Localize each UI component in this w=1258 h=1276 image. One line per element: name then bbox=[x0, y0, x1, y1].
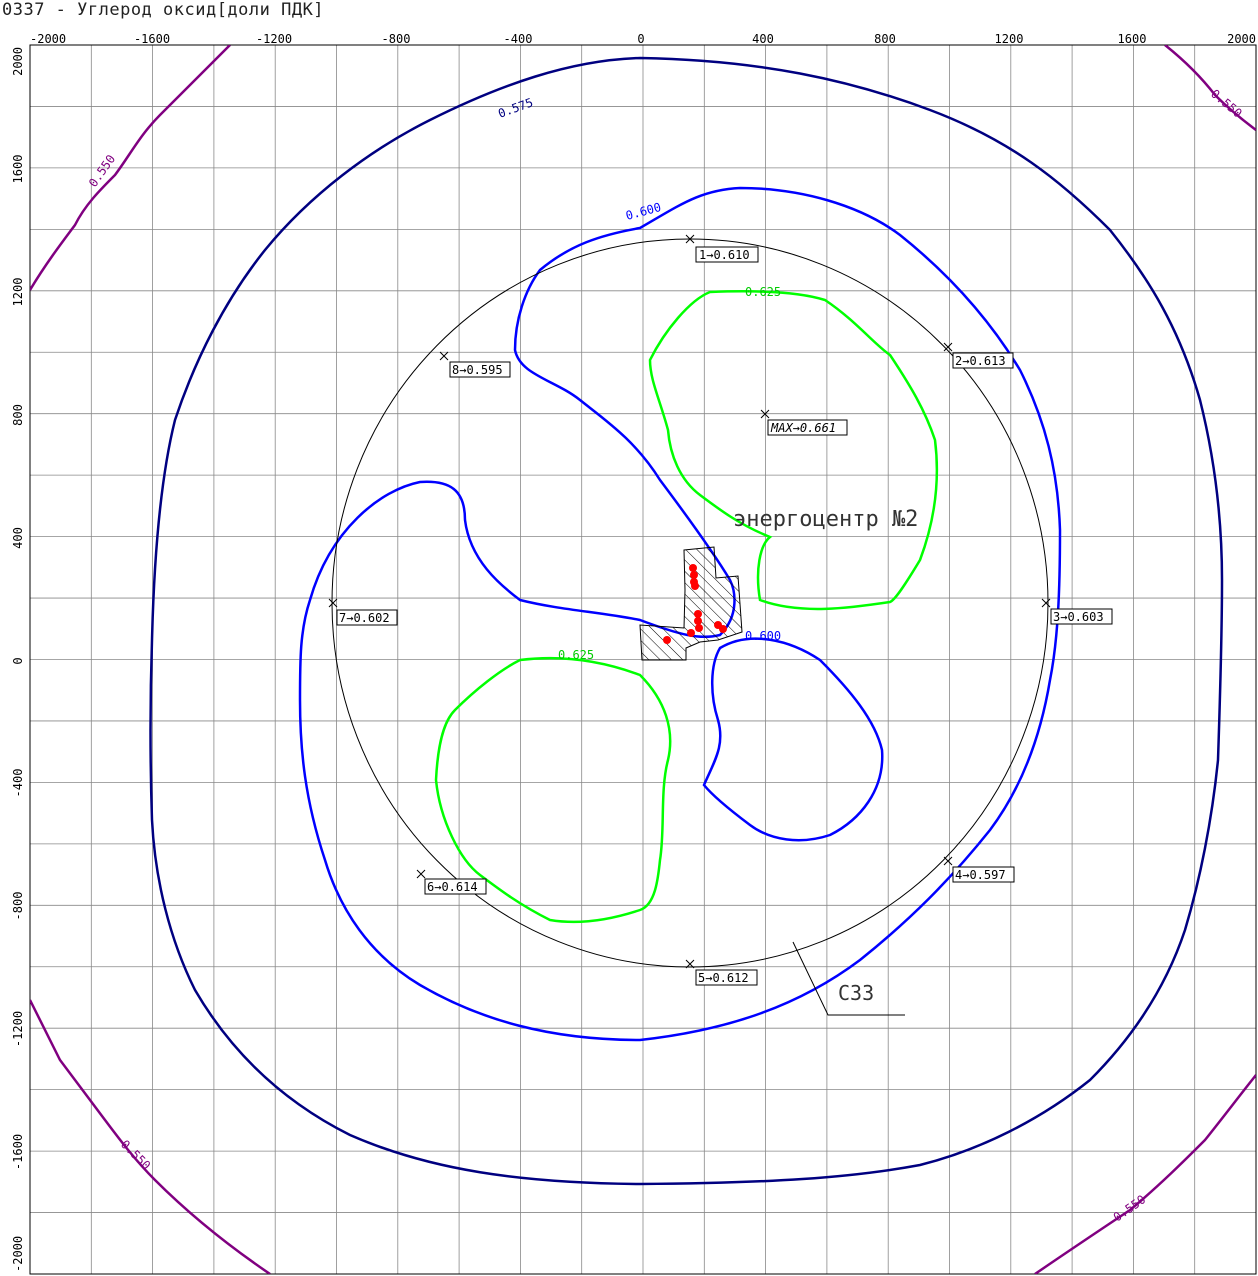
source-dot bbox=[689, 564, 697, 572]
y-tick: 2000 bbox=[11, 47, 25, 76]
isoline-0600-inner bbox=[702, 637, 884, 842]
svg-text:6→0.614: 6→0.614 bbox=[427, 880, 478, 894]
site-polygon bbox=[639, 546, 743, 661]
y-tick: 1600 bbox=[11, 155, 25, 184]
szz-callout: СЗЗ bbox=[792, 941, 905, 1016]
x-tick: 1600 bbox=[1118, 32, 1147, 46]
label-0550-sw: 0.550 bbox=[118, 1137, 153, 1172]
calc-point-7: 7→0.602 bbox=[328, 598, 398, 626]
grid bbox=[30, 45, 1256, 1274]
x-axis-labels: -2000 -1600 -1200 -800 -400 0 400 800 12… bbox=[30, 32, 1256, 46]
calc-points: 1→0.610 2→0.613 3→0.603 4→0.597 5→0.612 … bbox=[328, 234, 1113, 986]
svg-text:8→0.595: 8→0.595 bbox=[452, 363, 503, 377]
source-dot bbox=[719, 625, 727, 633]
isoline-0550-se bbox=[1034, 1074, 1256, 1274]
y-tick: -2000 bbox=[11, 1236, 25, 1272]
source-dot bbox=[663, 636, 671, 644]
y-tick: 1200 bbox=[11, 278, 25, 307]
x-tick: -1600 bbox=[134, 32, 170, 46]
x-tick: -1200 bbox=[256, 32, 292, 46]
source-dot bbox=[691, 582, 699, 590]
calc-point-5: 5→0.612 bbox=[685, 959, 758, 986]
isoline-0600-outer bbox=[298, 186, 1062, 1042]
label-0550-ne: 0.550 bbox=[1208, 87, 1245, 121]
calc-point-max: MAX→0.661 bbox=[760, 409, 848, 436]
industrial-site bbox=[639, 546, 743, 661]
emission-sources bbox=[663, 564, 727, 644]
label-0625-n: 0.625 bbox=[745, 285, 781, 299]
map-title: 0337 - Углерод оксид[доли ПДК] bbox=[2, 0, 325, 20]
svg-text:MAX→0.661: MAX→0.661 bbox=[770, 421, 836, 435]
x-tick: 0 bbox=[637, 32, 644, 46]
svg-text:1→0.610: 1→0.610 bbox=[699, 248, 750, 262]
source-dot bbox=[687, 629, 695, 637]
isoline-0625-south bbox=[434, 656, 672, 924]
label-0550-se: 0.550 bbox=[1111, 1192, 1149, 1224]
svg-text:5→0.612: 5→0.612 bbox=[698, 971, 749, 985]
x-tick: 800 bbox=[874, 32, 896, 46]
source-dot bbox=[695, 624, 703, 632]
label-0625-s: 0.625 bbox=[558, 648, 594, 662]
source-dot bbox=[694, 610, 702, 618]
calc-point-6: 6→0.614 bbox=[416, 869, 487, 895]
label-0575: 0.575 bbox=[496, 95, 535, 121]
x-tick: 2000 bbox=[1227, 32, 1256, 46]
y-tick: -1200 bbox=[11, 1011, 25, 1047]
isoline-0550-ne bbox=[1164, 45, 1256, 131]
x-tick: -2000 bbox=[30, 32, 66, 46]
isoline-0550-sw bbox=[30, 999, 271, 1274]
calc-point-3: 3→0.603 bbox=[1041, 598, 1113, 625]
svg-text:4→0.597: 4→0.597 bbox=[955, 868, 1006, 882]
y-tick: 800 bbox=[11, 404, 25, 426]
y-axis-labels: 2000 1600 1200 800 400 0 -400 -800 -1200… bbox=[11, 47, 25, 1272]
svg-text:7→0.602: 7→0.602 bbox=[339, 611, 390, 625]
isoline-0550-nw bbox=[30, 45, 231, 291]
svg-text:2→0.613: 2→0.613 bbox=[955, 354, 1006, 368]
x-tick: 400 bbox=[752, 32, 774, 46]
calc-point-1: 1→0.610 bbox=[685, 234, 759, 263]
calc-point-2: 2→0.613 bbox=[943, 342, 1014, 369]
x-tick: 1200 bbox=[995, 32, 1024, 46]
y-tick: -1600 bbox=[11, 1134, 25, 1170]
source-dot bbox=[690, 571, 698, 579]
y-tick: 0 bbox=[11, 657, 25, 664]
y-tick: -800 bbox=[11, 892, 25, 921]
x-tick: -400 bbox=[504, 32, 533, 46]
isoline-0625-north bbox=[648, 290, 939, 611]
site-name-label: энергоцентр №2 bbox=[733, 507, 918, 532]
svg-text:3→0.603: 3→0.603 bbox=[1053, 610, 1104, 624]
label-0550-nw: 0.550 bbox=[86, 152, 118, 190]
calc-point-8: 8→0.595 bbox=[439, 351, 511, 378]
y-tick: -400 bbox=[11, 769, 25, 798]
isoline-0575 bbox=[149, 56, 1224, 1186]
szz-label: СЗЗ bbox=[838, 981, 874, 1005]
map-frame bbox=[29, 44, 1257, 1275]
x-tick: -800 bbox=[382, 32, 411, 46]
label-0600-c: 0.600 bbox=[745, 629, 781, 643]
y-tick: 400 bbox=[11, 527, 25, 549]
source-dot bbox=[694, 617, 702, 625]
calc-point-4: 4→0.597 bbox=[943, 856, 1015, 883]
